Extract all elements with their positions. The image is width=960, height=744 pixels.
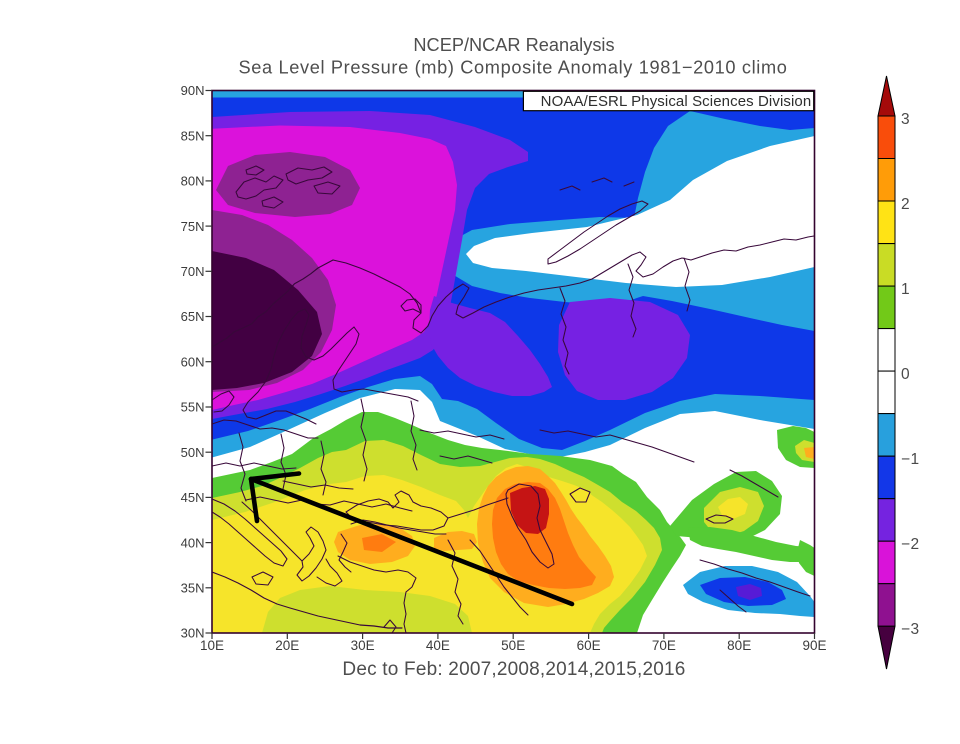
svg-text:40E: 40E bbox=[426, 638, 450, 653]
svg-text:30E: 30E bbox=[351, 638, 375, 653]
svg-text:60N: 60N bbox=[181, 354, 205, 369]
svg-text:−3: −3 bbox=[901, 621, 920, 638]
svg-text:45N: 45N bbox=[181, 490, 205, 505]
svg-text:−2: −2 bbox=[901, 536, 920, 553]
svg-text:80N: 80N bbox=[181, 174, 205, 189]
svg-text:2: 2 bbox=[901, 196, 910, 213]
svg-text:65N: 65N bbox=[181, 309, 205, 324]
svg-text:1: 1 bbox=[901, 281, 910, 298]
svg-text:50N: 50N bbox=[181, 445, 205, 460]
svg-text:20E: 20E bbox=[275, 638, 299, 653]
svg-text:55N: 55N bbox=[181, 400, 205, 415]
svg-text:35N: 35N bbox=[181, 581, 205, 596]
svg-text:Sea Level Pressure (mb) Compos: Sea Level Pressure (mb) Composite Anomal… bbox=[238, 58, 787, 78]
svg-text:80E: 80E bbox=[727, 638, 751, 653]
svg-text:70E: 70E bbox=[652, 638, 676, 653]
svg-text:10E: 10E bbox=[200, 638, 224, 653]
svg-text:NOAA/ESRL Physical Sciences Di: NOAA/ESRL Physical Sciences Division bbox=[541, 93, 812, 110]
svg-text:85N: 85N bbox=[181, 128, 205, 143]
svg-text:−1: −1 bbox=[901, 451, 920, 468]
svg-text:90E: 90E bbox=[802, 638, 826, 653]
svg-text:40N: 40N bbox=[181, 535, 205, 550]
svg-text:90N: 90N bbox=[181, 83, 205, 98]
svg-text:30N: 30N bbox=[181, 626, 205, 641]
svg-text:75N: 75N bbox=[181, 219, 205, 234]
svg-text:70N: 70N bbox=[181, 264, 205, 279]
svg-text:Dec to Feb: 2007,2008,2014,201: Dec to Feb: 2007,2008,2014,2015,2016 bbox=[342, 659, 685, 680]
svg-text:3: 3 bbox=[901, 111, 910, 128]
svg-text:50E: 50E bbox=[501, 638, 525, 653]
svg-text:60E: 60E bbox=[577, 638, 601, 653]
svg-text:0: 0 bbox=[901, 366, 910, 383]
svg-text:NCEP/NCAR Reanalysis: NCEP/NCAR Reanalysis bbox=[413, 35, 614, 55]
